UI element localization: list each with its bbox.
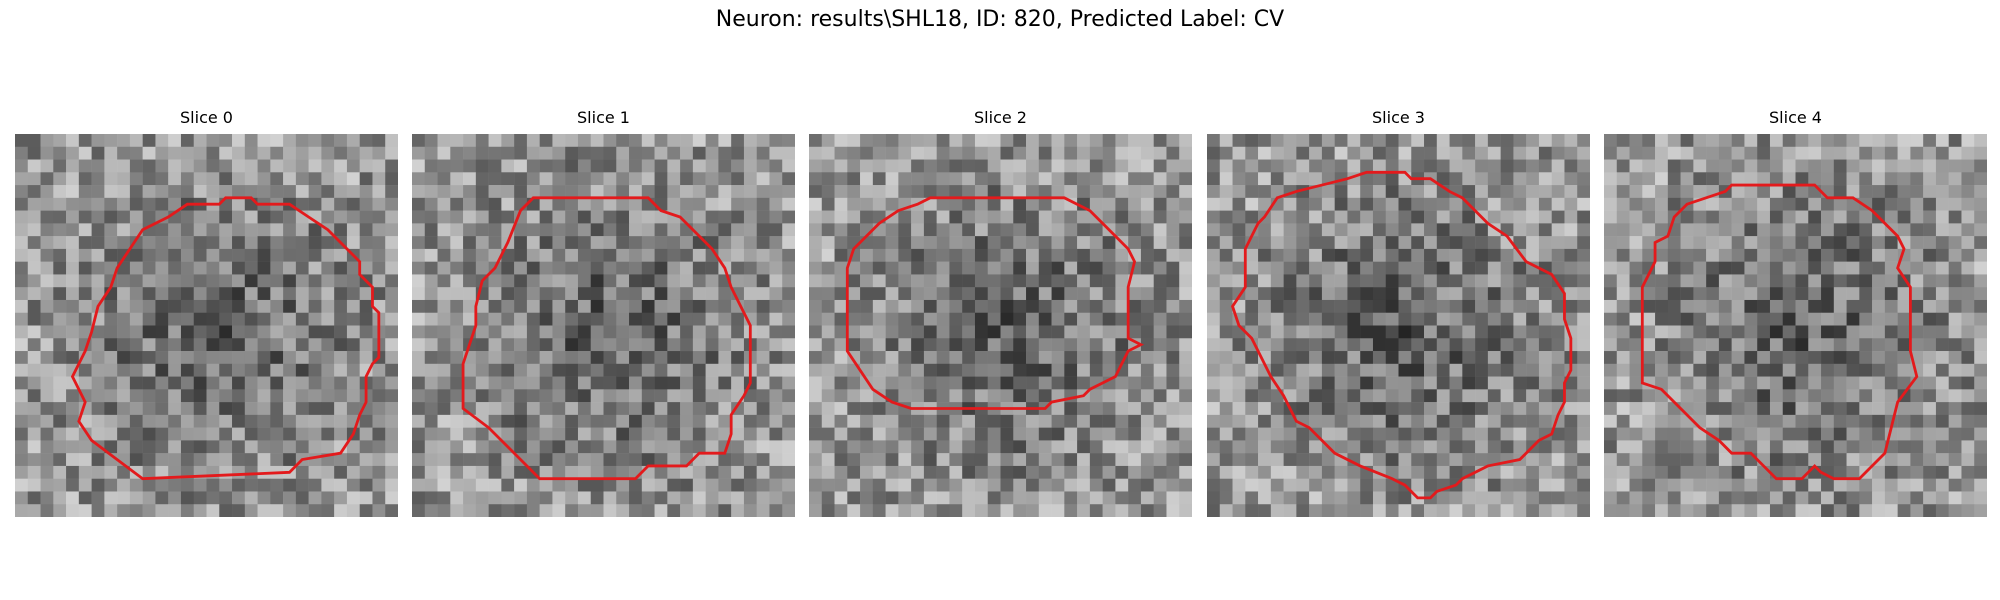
slice-title: Slice 1: [577, 108, 630, 127]
slice-title: Slice 4: [1769, 108, 1822, 127]
slice-panel-2: Slice 2: [809, 108, 1192, 520]
slice-image: [1604, 134, 1987, 517]
slice-panel-3: Slice 3: [1207, 108, 1590, 520]
slice-image: [15, 134, 398, 517]
slice-title: Slice 3: [1372, 108, 1425, 127]
roi-contour: [461, 196, 752, 481]
slice-image: [809, 134, 1192, 517]
slice-title: Slice 0: [180, 108, 233, 127]
slice-image: [412, 134, 795, 517]
roi-contour: [1640, 183, 1919, 481]
roi-contour: [1230, 170, 1573, 500]
roi-contour: [70, 196, 381, 481]
slice-panel-0: Slice 0: [15, 108, 398, 520]
slice-panel-1: Slice 1: [412, 108, 795, 520]
figure-title: Neuron: results\SHL18, ID: 820, Predicte…: [715, 7, 1285, 32]
slice-panel-4: Slice 4: [1604, 108, 1987, 520]
slice-image: [1207, 134, 1590, 517]
roi-contour: [845, 196, 1145, 410]
slice-title: Slice 2: [974, 108, 1027, 127]
